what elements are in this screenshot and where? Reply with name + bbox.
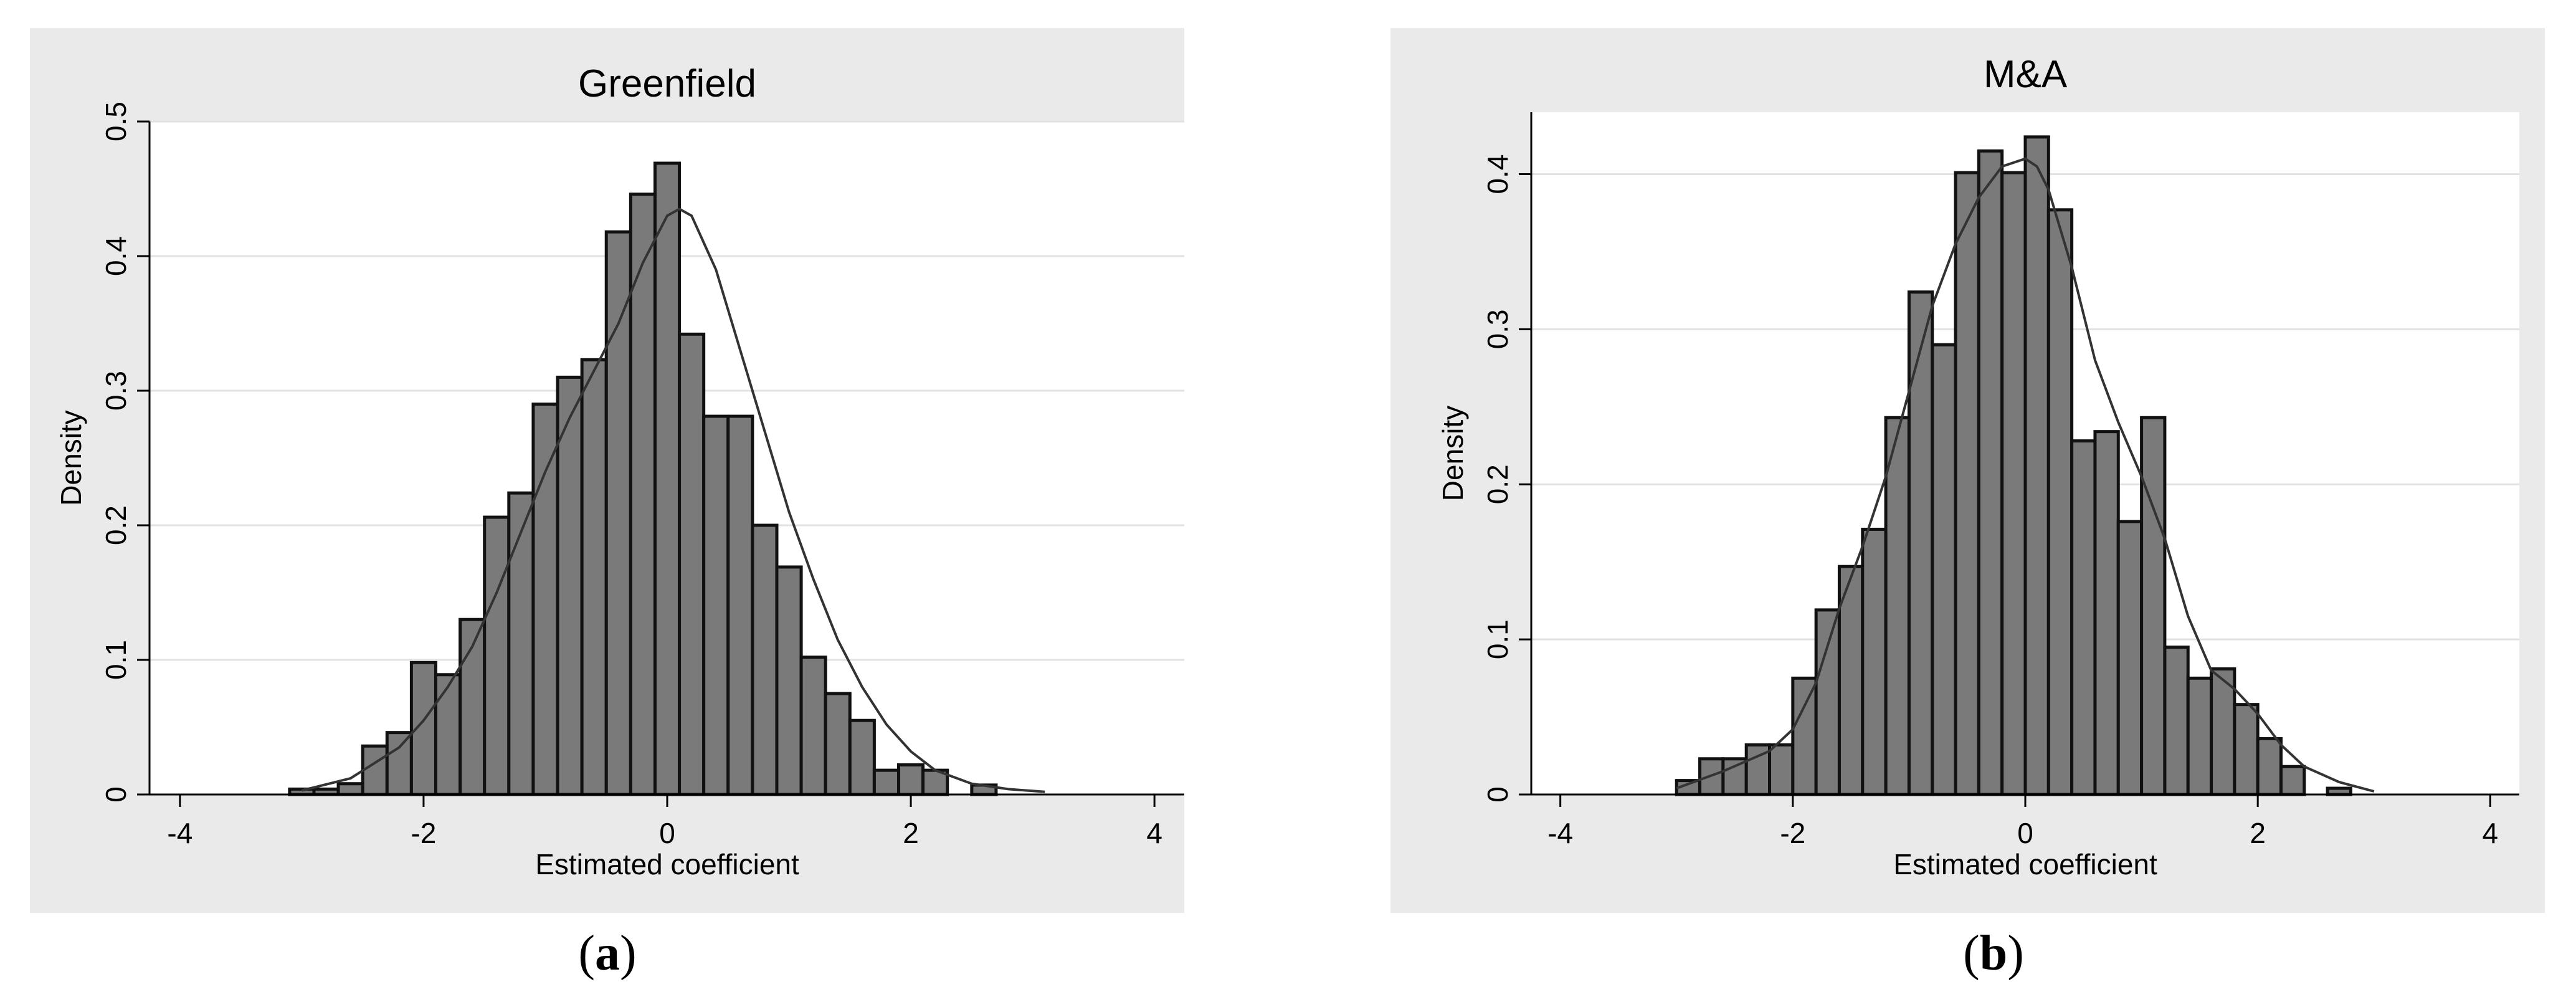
x-tick-label-1: -2 xyxy=(1780,817,1805,849)
bar-11 xyxy=(1931,343,1957,796)
bar-16 xyxy=(678,332,706,796)
bar-20 xyxy=(775,565,803,796)
bar-24 xyxy=(2233,703,2260,796)
histogram-m-and-a: -4 -2 0 2 4 0 0.1 0.2 0.3 0.4 Estimated coefficien… xyxy=(1437,53,2519,880)
y-tick-label-4: 0.4 xyxy=(100,236,132,276)
bar-25 xyxy=(897,763,925,796)
bar-19 xyxy=(751,523,779,796)
y-tick-label-1: 0.1 xyxy=(100,640,132,680)
bar-8 xyxy=(1861,527,1888,796)
bar-18 xyxy=(726,414,754,796)
y-axis-label: Density xyxy=(1437,406,1469,501)
y-tick-label-0: 0 xyxy=(1481,786,1514,803)
bar-17 xyxy=(2070,439,2097,796)
x-tick-label-0: -4 xyxy=(1547,817,1573,849)
bar-21 xyxy=(799,656,827,796)
bar-6 xyxy=(434,673,462,796)
bar-10 xyxy=(1907,290,1934,796)
bar-9 xyxy=(507,491,535,796)
y-tick-label-1: 0.1 xyxy=(1481,619,1514,659)
caption-b: (b) xyxy=(1963,926,2024,981)
bar-15 xyxy=(2023,135,2050,796)
bar-7 xyxy=(1837,565,1865,796)
bar-25 xyxy=(2256,737,2283,796)
x-tick-label-0: -4 xyxy=(167,817,192,849)
bar-17 xyxy=(702,414,730,796)
bar-11 xyxy=(556,375,584,796)
x-axis-label: Estimated coefficient xyxy=(535,848,799,880)
x-tick-label-3: 2 xyxy=(2250,817,2266,849)
y-axis-label: Density xyxy=(55,410,87,505)
bar-14 xyxy=(2000,171,2027,796)
bar-13 xyxy=(1977,149,2004,796)
chart-title: M&A xyxy=(1984,53,2068,96)
bar-21 xyxy=(2163,646,2190,796)
y-tick-label-2: 0.2 xyxy=(1481,464,1514,504)
bar-4 xyxy=(1768,743,1795,796)
x-axis-label: Estimated coefficient xyxy=(1893,848,2157,880)
y-tick-label-2: 0.2 xyxy=(100,505,132,545)
bar-19 xyxy=(2116,520,2144,796)
bar-24 xyxy=(872,768,901,796)
bar-9 xyxy=(1884,416,1911,796)
caption-a: (a) xyxy=(578,926,637,981)
bar-5 xyxy=(1791,676,1818,796)
bar-2 xyxy=(336,782,364,796)
histogram-greenfield: -4 -2 0 2 4 0 0.1 0.2 0.3 0.4 0.5 Estimated coeffic… xyxy=(55,62,1184,880)
bar-23 xyxy=(848,718,876,796)
bar-12 xyxy=(1954,171,1980,796)
y-tick-label-3: 0.3 xyxy=(100,371,132,411)
bar-8 xyxy=(483,515,511,796)
y-tick-label-5: 0.5 xyxy=(100,102,132,141)
x-tick-label-2: 0 xyxy=(659,817,675,849)
bar-13 xyxy=(604,230,632,796)
bar-4 xyxy=(385,731,413,796)
density-curve xyxy=(1676,157,2375,793)
bar-3 xyxy=(361,744,389,796)
y-tick-label-0: 0 xyxy=(100,786,132,803)
x-tick-label-4: 4 xyxy=(2483,817,2499,849)
bar-26 xyxy=(2279,765,2306,796)
bar-18 xyxy=(2093,430,2120,796)
density-curve xyxy=(301,208,1045,793)
chart-title: Greenfield xyxy=(578,62,756,105)
panel-m-and-a: -4 -2 0 2 4 0 0.1 0.2 0.3 0.4 Estimated coefficien… xyxy=(1390,28,2545,913)
bar-6 xyxy=(1814,608,1841,796)
x-tick-label-3: 2 xyxy=(903,817,919,849)
bar-22 xyxy=(2186,676,2213,796)
panel-greenfield: -4 -2 0 2 4 0 0.1 0.2 0.3 0.4 0.5 Estimated coeffic… xyxy=(30,28,1184,913)
bar-22 xyxy=(824,692,852,796)
bar-20 xyxy=(2140,416,2167,796)
x-tick-label-1: -2 xyxy=(411,817,436,849)
bar-12 xyxy=(580,358,608,796)
bar-15 xyxy=(653,161,682,796)
x-tick-label-2: 0 xyxy=(2017,817,2033,849)
bar-2 xyxy=(1721,757,1748,796)
bar-16 xyxy=(2046,208,2074,796)
y-tick-label-4: 0.4 xyxy=(1481,155,1514,194)
bar-10 xyxy=(531,403,559,796)
y-tick-label-3: 0.3 xyxy=(1481,309,1514,349)
x-tick-label-4: 4 xyxy=(1146,817,1162,849)
